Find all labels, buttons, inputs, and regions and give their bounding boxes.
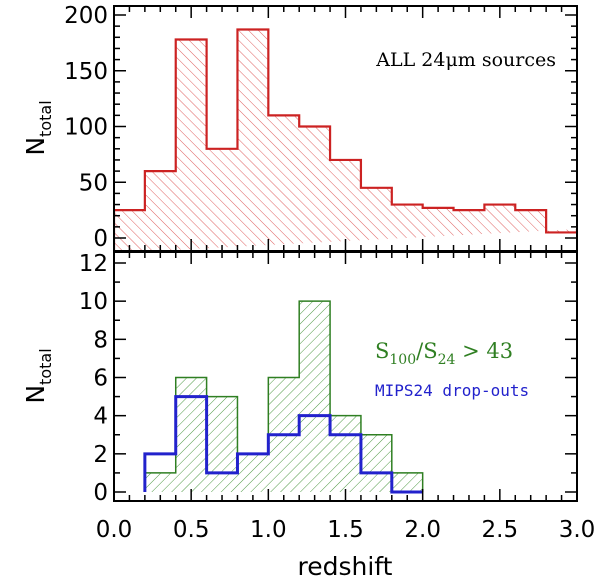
top-plot-area bbox=[114, 28, 577, 251]
y-tick-label: 200 bbox=[64, 3, 108, 29]
x-tick-label: 1.0 bbox=[250, 517, 287, 543]
y-tick-label: 100 bbox=[64, 115, 108, 141]
bottom-x-axis: 0.0 0.5 1.0 1.5 2.0 2.5 3.0 bbox=[96, 252, 596, 543]
ratio-annotation: S100/S24 > 43 bbox=[375, 339, 513, 368]
bottom-plot-area bbox=[143, 300, 424, 494]
x-tick-label: 1.5 bbox=[327, 517, 364, 543]
bottom-y-title: Ntotal bbox=[21, 348, 55, 403]
x-tick-label: 0.0 bbox=[96, 517, 133, 543]
y-tick-label: 0 bbox=[93, 226, 108, 252]
bottom-y-axis: 0 2 4 6 8 10 12 bbox=[79, 251, 577, 506]
y-tick-label: 150 bbox=[64, 59, 108, 85]
y-tick-label: 50 bbox=[79, 170, 108, 196]
top-annotation: ALL 24μm sources bbox=[375, 49, 556, 71]
x-tick-label: 0.5 bbox=[173, 517, 210, 543]
bottom-frame bbox=[113, 251, 578, 502]
y-tick-label: 10 bbox=[79, 289, 108, 315]
y-tick-label: 12 bbox=[79, 251, 108, 277]
y-tick-label: 2 bbox=[93, 442, 108, 468]
top-hist-fill bbox=[114, 29, 577, 251]
y-tick-label: 8 bbox=[93, 327, 108, 353]
green-hist-fill bbox=[144, 301, 423, 492]
dropout-annotation: MIPS24 drop-outs bbox=[375, 381, 529, 400]
top-hist-outline bbox=[114, 28, 577, 251]
y-tick-label: 6 bbox=[93, 366, 108, 392]
top-y-axis: 0 50 100 150 200 bbox=[64, 3, 577, 252]
x-tick-label: 3.0 bbox=[559, 517, 596, 543]
top-panel: 0 50 100 150 200 Ntotal ALL 24μm sources bbox=[21, 3, 578, 252]
bottom-panel: 0 2 4 6 8 10 12 0.0 0.5 1.0 1.5 2.0 2.5 3.0 Ntotal r… bbox=[21, 251, 595, 580]
y-tick-label: 4 bbox=[93, 404, 108, 430]
blue-hist-outline bbox=[143, 395, 423, 494]
green-hist-outline bbox=[144, 300, 424, 492]
x-tick-label: 2.0 bbox=[404, 517, 441, 543]
y-tick-label: 0 bbox=[93, 480, 108, 506]
x-tick-label: 2.5 bbox=[482, 517, 519, 543]
top-y-title: Ntotal bbox=[21, 100, 55, 155]
x-axis-title: redshift bbox=[298, 552, 393, 580]
